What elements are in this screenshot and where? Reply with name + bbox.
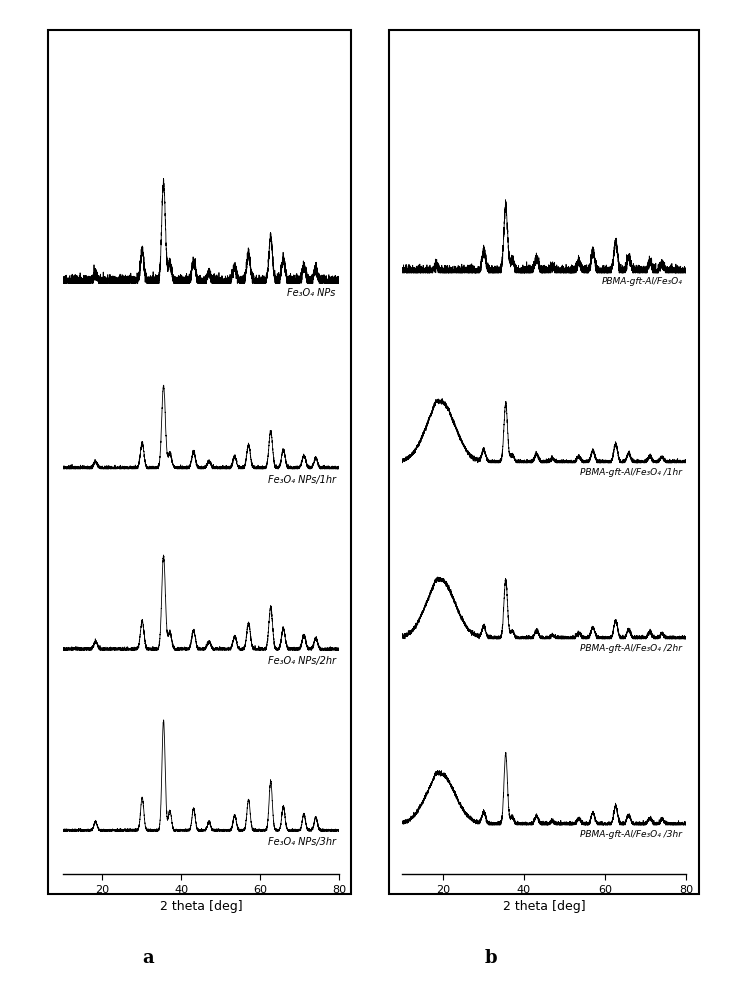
Text: a: a: [142, 949, 154, 967]
Text: Fe₃O₄ NPs: Fe₃O₄ NPs: [287, 288, 336, 297]
Text: Fe₃O₄ NPs/1hr: Fe₃O₄ NPs/1hr: [268, 474, 336, 484]
Text: PBMA-gft-Al/Fe₃O₄ /2hr: PBMA-gft-Al/Fe₃O₄ /2hr: [580, 644, 683, 653]
X-axis label: 2 theta [deg]: 2 theta [deg]: [503, 900, 585, 913]
Text: Fe₃O₄ NPs/3hr: Fe₃O₄ NPs/3hr: [268, 837, 336, 847]
Text: b: b: [484, 949, 497, 967]
Text: Fe₃O₄ NPs/2hr: Fe₃O₄ NPs/2hr: [268, 656, 336, 666]
Text: PBMA-gft-Al/Fe₃O₄ /1hr: PBMA-gft-Al/Fe₃O₄ /1hr: [580, 468, 683, 477]
Text: PBMA-gft-Al/Fe₃O₄ /3hr: PBMA-gft-Al/Fe₃O₄ /3hr: [580, 830, 683, 839]
X-axis label: 2 theta [deg]: 2 theta [deg]: [160, 900, 242, 913]
Text: PBMA-gft-Al/Fe₃O₄: PBMA-gft-Al/Fe₃O₄: [601, 277, 683, 286]
